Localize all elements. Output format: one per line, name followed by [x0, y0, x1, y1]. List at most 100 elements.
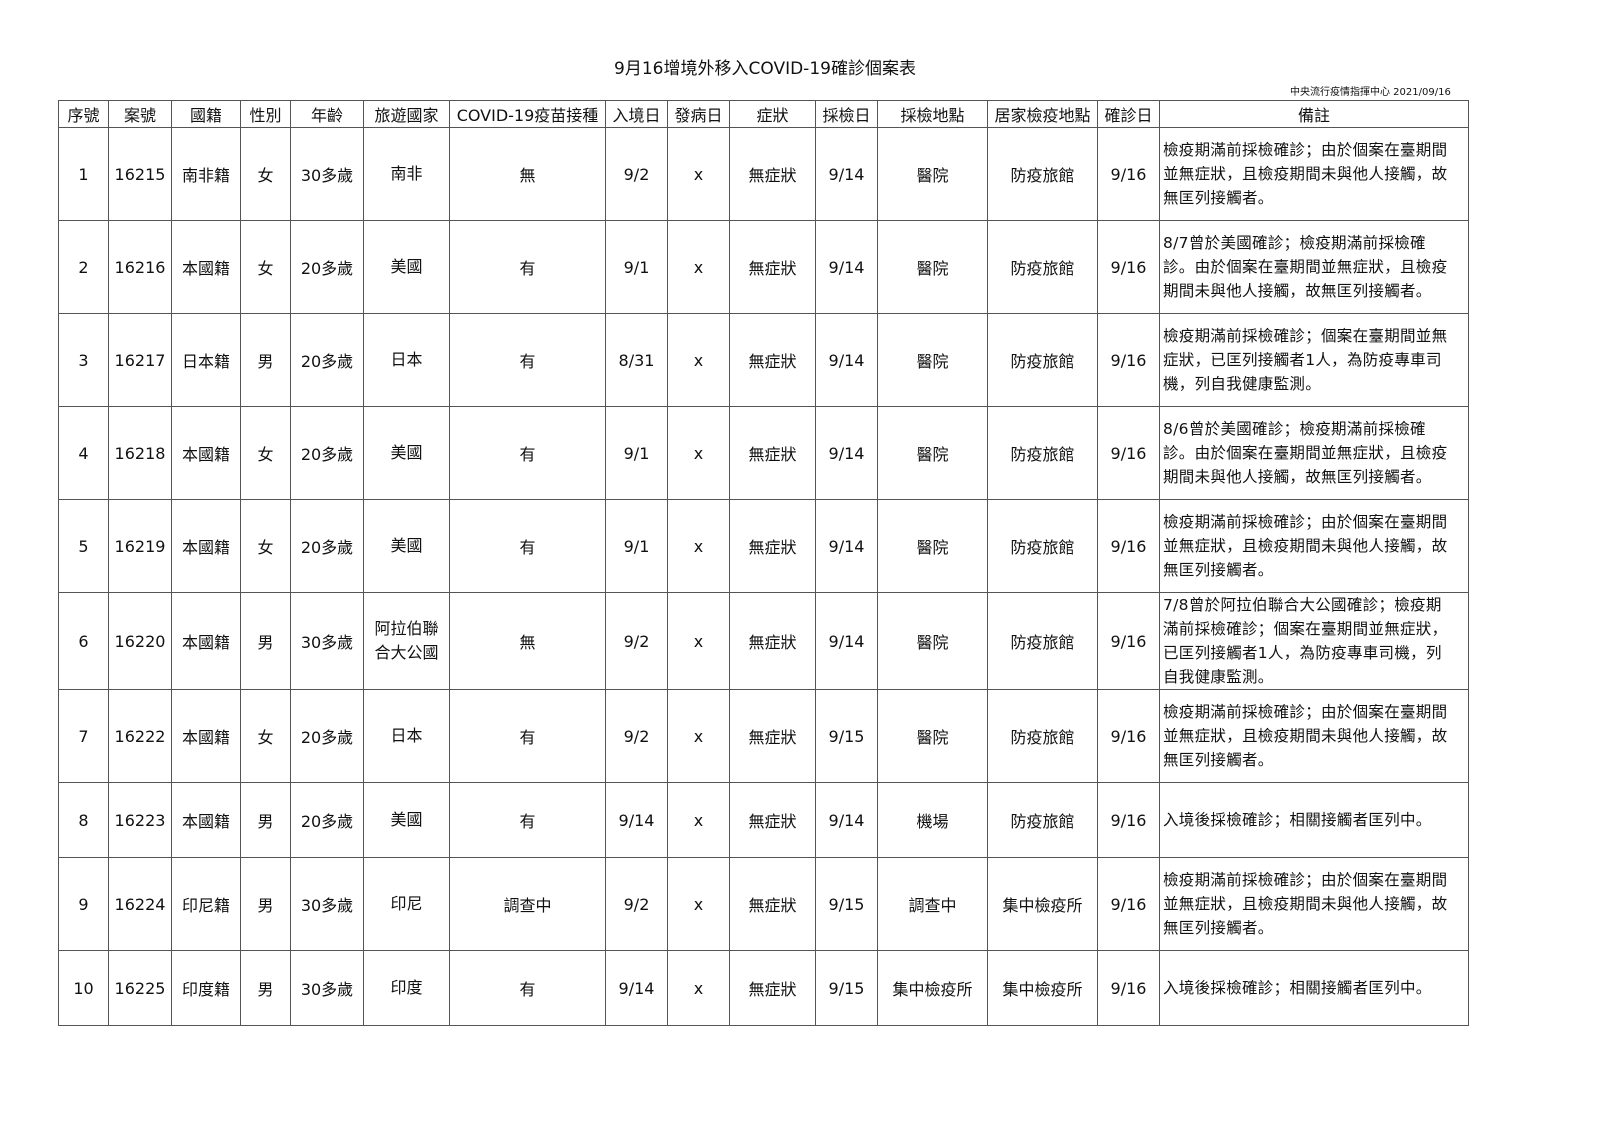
cell-seq: 9	[58, 857, 109, 951]
table-row: 4 16218 本國籍女 20多歲 美國有 9/1 x 無症狀 9/14 醫院 防疫旅館 9/16 8/…	[58, 406, 1469, 500]
cell-entry-date: 9/1	[605, 499, 668, 593]
cell-seq: 6	[58, 592, 109, 690]
cell-travel-country: 印度	[363, 950, 450, 1026]
cell-case-no: 16215	[108, 127, 172, 221]
column-header-symptom: 症狀	[729, 100, 816, 128]
cell-vaccine: 有	[449, 782, 606, 858]
column-header-test-date: 採檢日	[815, 100, 878, 128]
cell-sex: 男	[240, 313, 291, 407]
table-row: 2 16216 本國籍女 20多歲 美國有 9/1 x 無症狀 9/14 醫院 防疫旅館 9/16 8/…	[58, 220, 1469, 314]
cell-case-no: 16220	[108, 592, 172, 690]
cell-age: 20多歲	[290, 220, 364, 314]
cell-symptom: 無症狀	[729, 406, 816, 500]
cell-sex: 女	[240, 220, 291, 314]
cell-entry-date: 9/2	[605, 689, 668, 783]
cell-symptom: 無症狀	[729, 592, 816, 690]
cell-test-location: 醫院	[877, 406, 988, 500]
cell-test-location: 醫院	[877, 220, 988, 314]
cell-entry-date: 8/31	[605, 313, 668, 407]
cell-symptom: 無症狀	[729, 127, 816, 221]
cell-note: 7/8曾於阿拉伯聯合大公國確診；檢疫期 滿前採檢確診；個案在臺期間並無症狀， 已…	[1159, 592, 1469, 690]
cell-quarantine-location: 防疫旅館	[987, 592, 1098, 690]
column-header-sex: 性別	[240, 100, 291, 128]
cell-seq: 4	[58, 406, 109, 500]
cell-entry-date: 9/2	[605, 592, 668, 690]
cell-confirm-date: 9/16	[1097, 127, 1160, 221]
cell-age: 20多歲	[290, 689, 364, 783]
cell-age: 20多歲	[290, 782, 364, 858]
cell-test-date: 9/15	[815, 950, 878, 1026]
cell-note: 入境後採檢確診；相關接觸者匡列中。	[1159, 950, 1469, 1026]
cell-sex: 女	[240, 499, 291, 593]
cell-onset-date: x	[667, 950, 730, 1026]
cell-seq: 3	[58, 313, 109, 407]
cell-case-no: 16222	[108, 689, 172, 783]
table-row: 8 16223 本國籍男 20多歲 美國有 9/14 x 無症狀 9/14 機場 防疫旅館 9/16 入…	[58, 782, 1469, 858]
cell-symptom: 無症狀	[729, 689, 816, 783]
cell-entry-date: 9/1	[605, 406, 668, 500]
cell-seq: 10	[58, 950, 109, 1026]
table-row: 1 16215 南非籍女 30多歲 南非無 9/2 x 無症狀 9/14 醫院 防疫旅館 9/16 檢疫…	[58, 127, 1469, 221]
cell-age: 20多歲	[290, 406, 364, 500]
cell-onset-date: x	[667, 499, 730, 593]
cell-onset-date: x	[667, 313, 730, 407]
cell-test-location: 醫院	[877, 127, 988, 221]
cell-test-date: 9/14	[815, 782, 878, 858]
cell-test-date: 9/14	[815, 592, 878, 690]
column-header-seq: 序號	[58, 100, 109, 128]
cell-confirm-date: 9/16	[1097, 950, 1160, 1026]
cell-seq: 2	[58, 220, 109, 314]
cell-onset-date: x	[667, 857, 730, 951]
cell-sex: 男	[240, 782, 291, 858]
cell-sex: 女	[240, 689, 291, 783]
column-header-case-no: 案號	[108, 100, 172, 128]
cell-confirm-date: 9/16	[1097, 782, 1160, 858]
cell-note: 8/7曾於美國確診；檢疫期滿前採檢確 診。由於個案在臺期間並無症狀，且檢疫 期間…	[1159, 220, 1469, 314]
cell-nationality: 南非籍	[171, 127, 241, 221]
cell-quarantine-location: 防疫旅館	[987, 689, 1098, 783]
cell-seq: 7	[58, 689, 109, 783]
cell-test-date: 9/15	[815, 689, 878, 783]
cell-test-location: 醫院	[877, 592, 988, 690]
cell-entry-date: 9/14	[605, 950, 668, 1026]
cell-note: 入境後採檢確診；相關接觸者匡列中。	[1159, 782, 1469, 858]
cell-nationality: 本國籍	[171, 406, 241, 500]
cell-case-no: 16219	[108, 499, 172, 593]
cell-onset-date: x	[667, 592, 730, 690]
cell-entry-date: 9/2	[605, 857, 668, 951]
cell-note: 檢疫期滿前採檢確診；個案在臺期間並無 症狀，已匡列接觸者1人，為防疫專車司 機，…	[1159, 313, 1469, 407]
cell-onset-date: x	[667, 220, 730, 314]
cell-age: 20多歲	[290, 313, 364, 407]
cell-note: 8/6曾於美國確診；檢疫期滿前採檢確 診。由於個案在臺期間並無症狀，且檢疫 期間…	[1159, 406, 1469, 500]
column-header-vaccine: COVID-19疫苗接種	[449, 100, 606, 128]
column-header-entry-date: 入境日	[605, 100, 668, 128]
cell-confirm-date: 9/16	[1097, 857, 1160, 951]
cell-quarantine-location: 防疫旅館	[987, 313, 1098, 407]
cell-test-date: 9/14	[815, 220, 878, 314]
cell-note: 檢疫期滿前採檢確診；由於個案在臺期間 並無症狀，且檢疫期間未與他人接觸，故 無匡…	[1159, 857, 1469, 951]
cell-symptom: 無症狀	[729, 857, 816, 951]
cell-nationality: 本國籍	[171, 592, 241, 690]
cell-onset-date: x	[667, 782, 730, 858]
cell-case-no: 16218	[108, 406, 172, 500]
cell-entry-date: 9/2	[605, 127, 668, 221]
cell-travel-country: 印尼	[363, 857, 450, 951]
cell-test-date: 9/14	[815, 313, 878, 407]
cell-confirm-date: 9/16	[1097, 499, 1160, 593]
cell-nationality: 本國籍	[171, 782, 241, 858]
cell-quarantine-location: 防疫旅館	[987, 127, 1098, 221]
cell-entry-date: 9/14	[605, 782, 668, 858]
cell-travel-country: 阿拉伯聯 合大公國	[363, 592, 450, 690]
cell-case-no: 16224	[108, 857, 172, 951]
cell-vaccine: 無	[449, 592, 606, 690]
cell-travel-country: 美國	[363, 499, 450, 593]
document-title: 9月16增境外移入COVID-19確診個案表	[614, 59, 916, 79]
column-header-confirm-date: 確診日	[1097, 100, 1160, 128]
cell-confirm-date: 9/16	[1097, 592, 1160, 690]
table-row: 5 16219 本國籍女 20多歲 美國有 9/1 x 無症狀 9/14 醫院 防疫旅館 9/16 檢疫…	[58, 499, 1469, 593]
column-header-test-location: 採檢地點	[877, 100, 988, 128]
table-row: 9 16224 印尼籍男 30多歲 印尼 調查中 9/2 x 無症狀 9/15 調查中 集中檢疫所 9/…	[58, 857, 1469, 951]
cell-test-location: 機場	[877, 782, 988, 858]
cell-symptom: 無症狀	[729, 950, 816, 1026]
cell-travel-country: 南非	[363, 127, 450, 221]
